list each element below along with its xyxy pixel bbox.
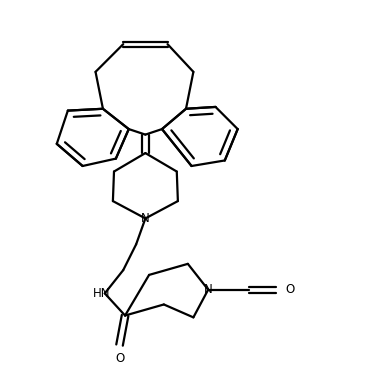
Text: N: N — [141, 212, 150, 225]
Text: O: O — [286, 283, 295, 296]
Text: O: O — [115, 352, 124, 365]
Text: N: N — [204, 283, 212, 296]
Text: HN: HN — [93, 287, 110, 300]
